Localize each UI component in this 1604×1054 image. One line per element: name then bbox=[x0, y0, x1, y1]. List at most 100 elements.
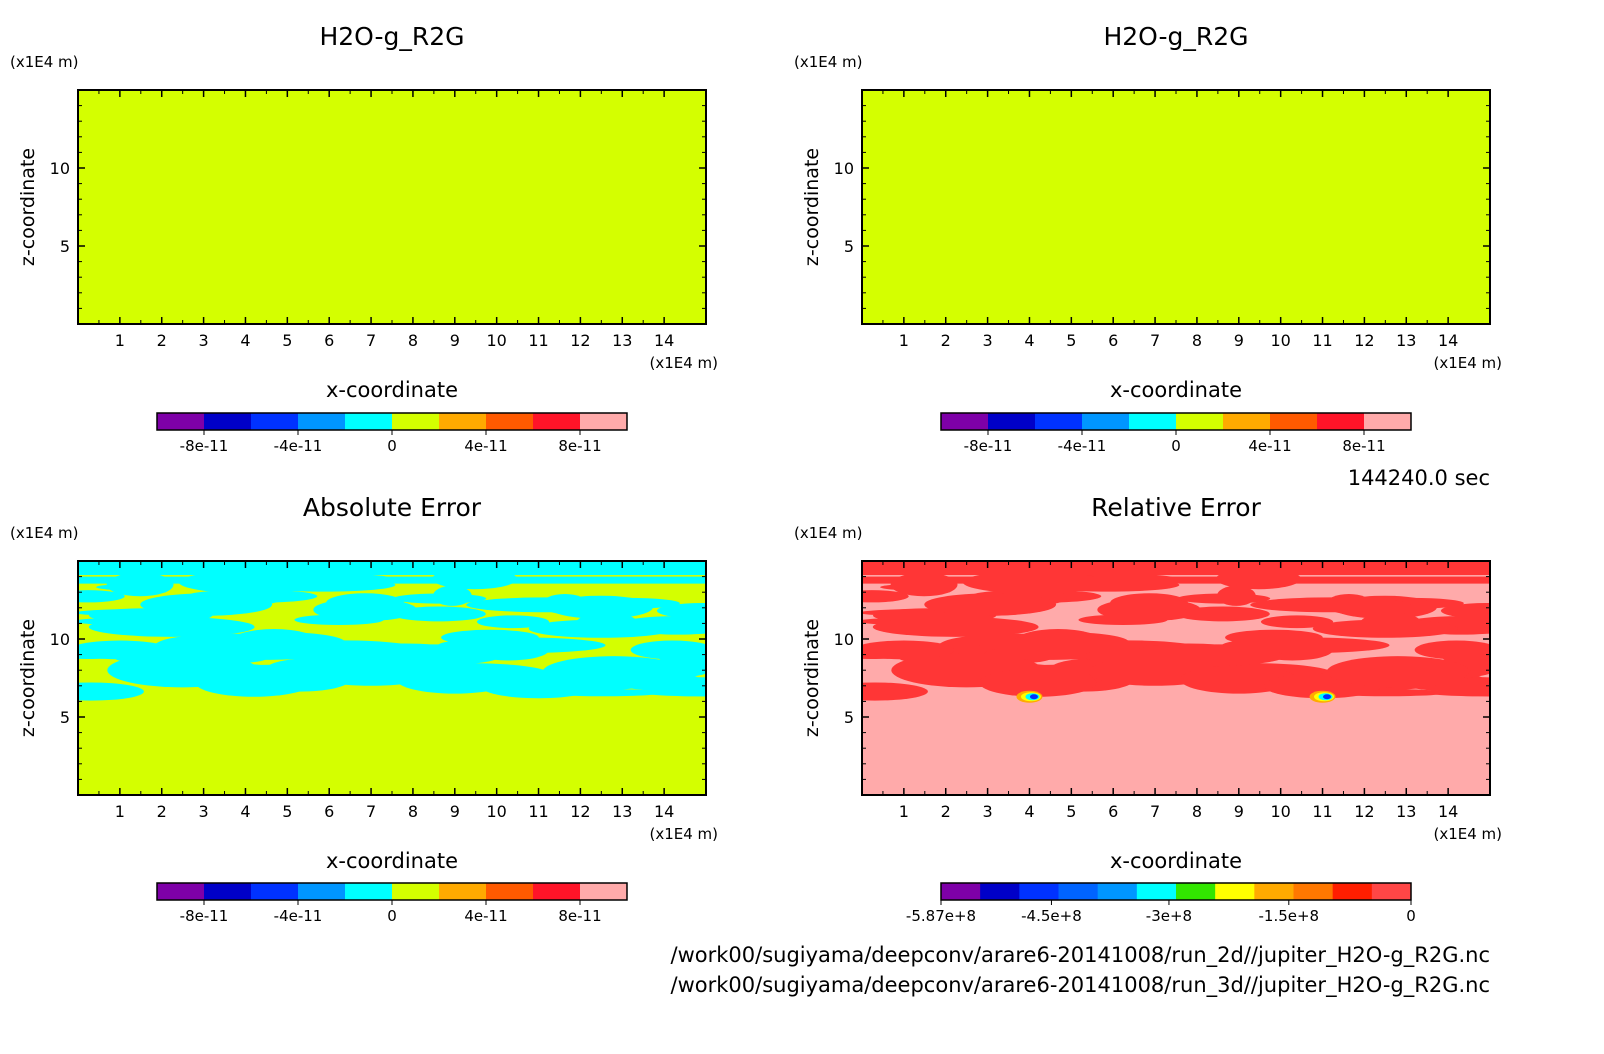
x-tick-label: 1 bbox=[899, 331, 909, 350]
x-tick-label: 13 bbox=[1396, 802, 1416, 821]
colorbar-label: 0 bbox=[1171, 437, 1181, 455]
pattern-lobe bbox=[1326, 656, 1470, 688]
pattern-blob bbox=[656, 602, 706, 619]
panel-2: H2O-g_R2G(x1E4 m)1 2 3 4 5 6 7 8 9 10 11 12 13 14510(… bbox=[794, 22, 1502, 455]
x-tick-label: 14 bbox=[1438, 802, 1458, 821]
pattern-blob bbox=[1250, 597, 1411, 613]
colorbar-label: -4e-11 bbox=[1058, 437, 1107, 455]
panel-title: H2O-g_R2G bbox=[319, 22, 464, 51]
y-tick-label: 10 bbox=[50, 630, 70, 649]
contour-pattern bbox=[862, 561, 1490, 703]
y-unit-label: (x1E4 m) bbox=[10, 524, 79, 542]
colorbar-label: -4.5e+8 bbox=[1021, 907, 1082, 925]
y-tick-label: 10 bbox=[834, 630, 854, 649]
pattern-lobe bbox=[1222, 637, 1390, 654]
footer: 144240.0 sec/work00/sugiyama/deepconv/ar… bbox=[671, 466, 1491, 998]
x-tick-label: 14 bbox=[654, 802, 674, 821]
colorbar-swatch bbox=[1332, 883, 1373, 900]
x-tick-label: 2 bbox=[157, 802, 167, 821]
pattern-blob bbox=[1175, 606, 1270, 622]
colorbar-label: 4e-11 bbox=[1248, 437, 1291, 455]
x-tick-label: 7 bbox=[366, 331, 376, 350]
x-tick-label: 4 bbox=[240, 331, 250, 350]
y-tick-label: 5 bbox=[60, 708, 70, 727]
pattern-blob bbox=[78, 590, 125, 603]
pattern-band bbox=[862, 576, 1490, 584]
x-tick-label: 8 bbox=[1192, 802, 1202, 821]
x-tick-label: 2 bbox=[941, 802, 951, 821]
x-tick-label: 5 bbox=[1066, 331, 1076, 350]
colorbar-swatch bbox=[157, 413, 205, 430]
y-unit-label: (x1E4 m) bbox=[10, 53, 79, 71]
x-tick-label: 2 bbox=[941, 331, 951, 350]
pattern-blob bbox=[78, 682, 144, 701]
x-tick-label: 13 bbox=[612, 331, 632, 350]
pattern-lobe bbox=[862, 640, 955, 660]
pattern-lobe bbox=[542, 656, 686, 688]
colorbar-swatch bbox=[1371, 883, 1412, 900]
colorbar-swatch bbox=[580, 413, 628, 430]
x-tick-label: 2 bbox=[157, 331, 167, 350]
pattern-lobe bbox=[195, 668, 313, 697]
y-unit-label: (x1E4 m) bbox=[794, 53, 863, 71]
colorbar-swatch bbox=[1129, 413, 1177, 430]
pattern-lobe bbox=[438, 637, 606, 654]
contour-pattern bbox=[78, 561, 706, 701]
x-tick-label: 10 bbox=[1270, 802, 1290, 821]
pattern-lobe bbox=[195, 637, 363, 654]
x-tick-label: 11 bbox=[1312, 802, 1332, 821]
colorbar-swatch bbox=[345, 883, 393, 900]
colorbar-swatch bbox=[1082, 413, 1130, 430]
colorbar-swatch bbox=[533, 883, 581, 900]
panel-3: Absolute Error(x1E4 m)1 2 3 4 5 6 7 8 9 10 11 12 13 1… bbox=[10, 493, 718, 925]
pattern-blob bbox=[1260, 615, 1334, 629]
x-tick-label: 1 bbox=[115, 331, 125, 350]
x-tick-label: 6 bbox=[1108, 802, 1118, 821]
time-label: 144240.0 sec bbox=[1348, 466, 1490, 490]
colorbar-swatch bbox=[439, 413, 487, 430]
colorbar-swatch bbox=[298, 883, 346, 900]
pattern-band bbox=[78, 576, 706, 584]
colorbar-swatch bbox=[1364, 413, 1412, 430]
y-axis-label: z-coordinate bbox=[801, 148, 823, 266]
panel-title: H2O-g_R2G bbox=[1103, 22, 1248, 51]
colorbar-swatch bbox=[392, 883, 440, 900]
pattern-blob bbox=[890, 572, 958, 597]
colorbar-label: -8e-11 bbox=[180, 907, 229, 925]
pattern-blob bbox=[862, 682, 928, 701]
pattern-blob bbox=[1312, 619, 1458, 638]
colorbar-label: -4e-11 bbox=[274, 437, 323, 455]
colorbar-swatch bbox=[988, 413, 1036, 430]
colorbar-swatch bbox=[1293, 883, 1334, 900]
colorbar-swatch bbox=[298, 413, 346, 430]
x-tick-label: 4 bbox=[1024, 331, 1034, 350]
y-axis-label: z-coordinate bbox=[801, 619, 823, 737]
plot-area bbox=[862, 90, 1490, 324]
x-tick-label: 8 bbox=[408, 331, 418, 350]
x-tick-label: 3 bbox=[199, 802, 209, 821]
colorbar-swatch bbox=[580, 883, 628, 900]
colorbar-swatch bbox=[1176, 413, 1224, 430]
colorbar-swatch bbox=[157, 883, 205, 900]
pattern-lobe bbox=[1083, 645, 1285, 668]
colorbar-swatch bbox=[486, 413, 534, 430]
colorbar-swatch bbox=[1254, 883, 1294, 900]
colorbar-swatch bbox=[251, 883, 299, 900]
colorbar-label: 8e-11 bbox=[558, 437, 601, 455]
x-tick-label: 6 bbox=[1108, 331, 1118, 350]
x-tick-label: 14 bbox=[654, 331, 674, 350]
y-tick-label: 5 bbox=[60, 237, 70, 256]
x-tick-label: 8 bbox=[1192, 331, 1202, 350]
colorbar-swatch bbox=[1215, 883, 1255, 900]
colorbar-swatch bbox=[980, 883, 1020, 900]
colorbar-swatch bbox=[1176, 883, 1216, 900]
x-tick-label: 9 bbox=[1234, 802, 1244, 821]
colorbar-swatch bbox=[1270, 413, 1318, 430]
colorbar-swatch bbox=[1035, 413, 1083, 430]
pattern-band bbox=[862, 561, 1490, 576]
x-unit-label: (x1E4 m) bbox=[649, 825, 718, 843]
file-path-3d: /work00/sugiyama/deepconv/arare6-2014100… bbox=[671, 973, 1491, 998]
x-tick-label: 13 bbox=[612, 802, 632, 821]
pattern-blob bbox=[872, 617, 1039, 637]
x-tick-label: 4 bbox=[240, 802, 250, 821]
